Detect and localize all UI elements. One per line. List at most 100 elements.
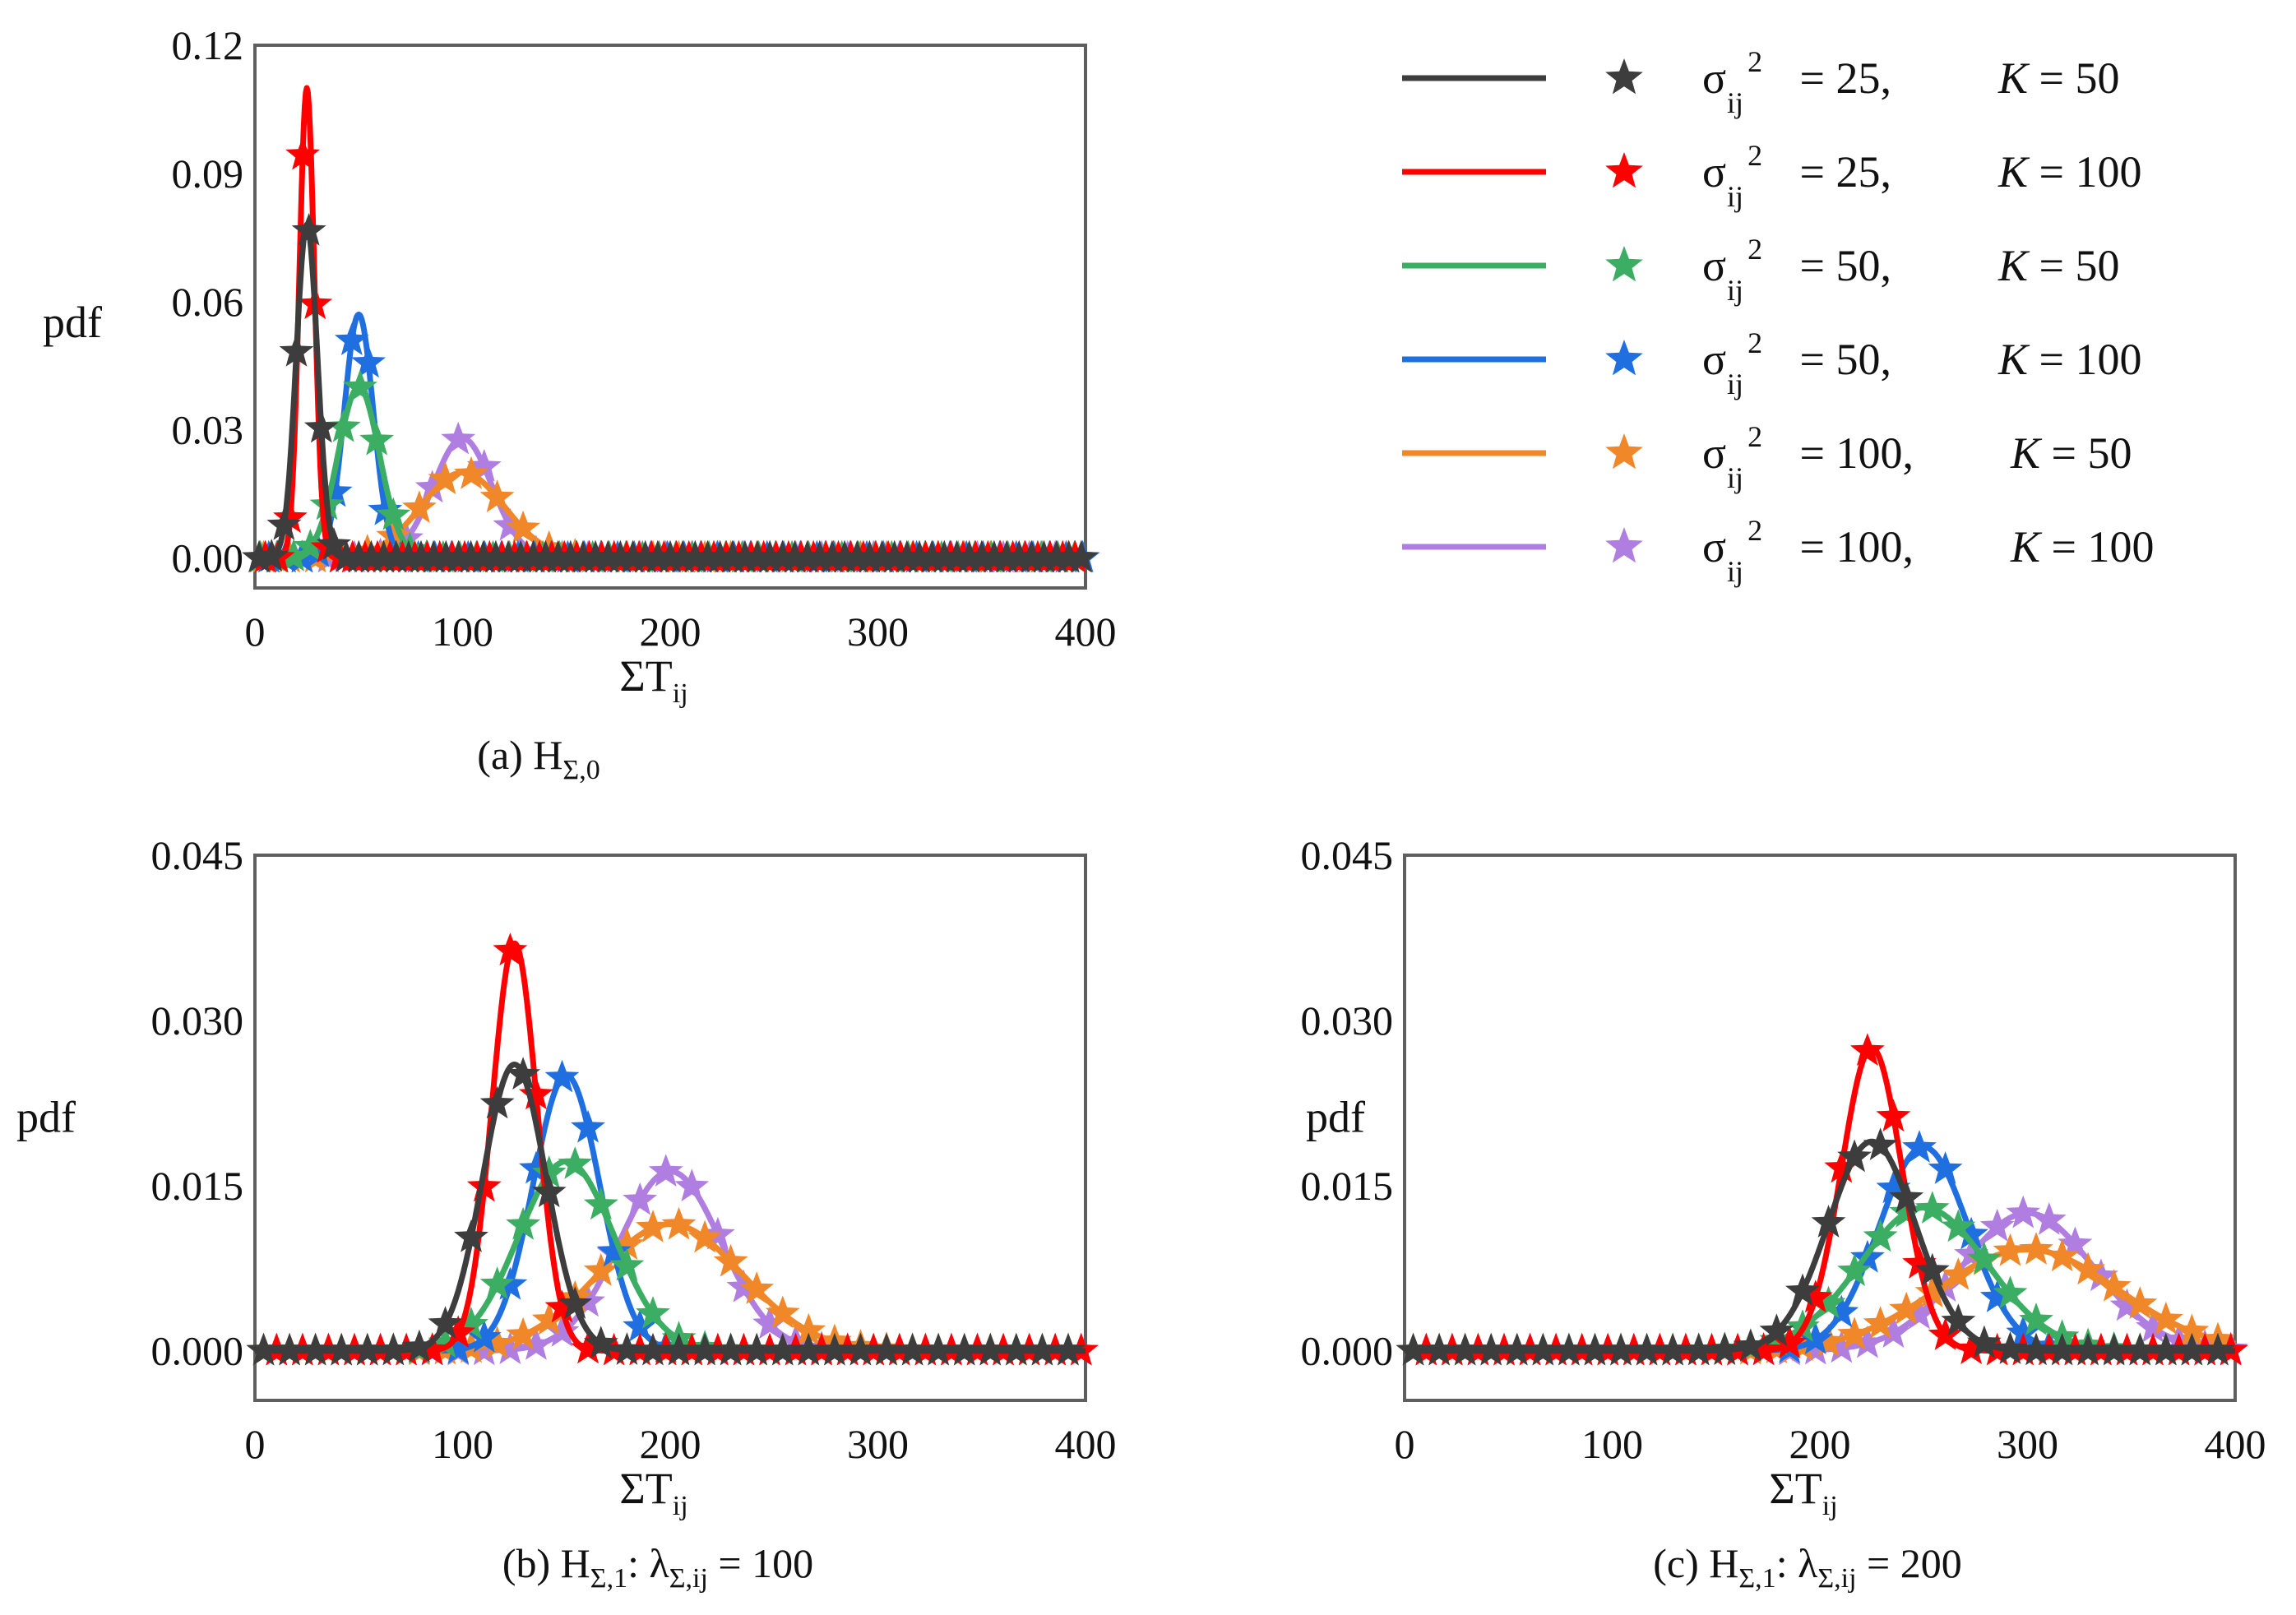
text-part: , xyxy=(1880,241,1891,290)
text-part: 2 xyxy=(1747,514,1762,547)
data-point-star xyxy=(441,421,476,455)
data-point-star xyxy=(1837,1139,1872,1173)
data-point-star xyxy=(1863,1306,1898,1339)
data-point-star xyxy=(272,1332,307,1366)
data-point-star xyxy=(2096,1269,2132,1302)
x-tick-label: 100 xyxy=(432,1421,493,1467)
data-point-star xyxy=(713,1243,748,1277)
data-point-star xyxy=(441,539,476,573)
data-point-star xyxy=(947,1332,982,1366)
data-point-star xyxy=(544,1289,580,1323)
text-part: , xyxy=(1880,335,1891,384)
data-point-star xyxy=(623,1182,658,1215)
legend-entry-1: σ 2 ij = 25, K = 50 xyxy=(1402,45,2120,119)
text-part: σ xyxy=(1702,147,1726,197)
text-part: = xyxy=(2040,522,2087,571)
data-point-star xyxy=(571,1330,605,1364)
data-point-star xyxy=(2148,1301,2183,1335)
data-point-star xyxy=(927,539,962,573)
y-axis-label: pdf xyxy=(1306,1093,1365,1142)
data-point-star xyxy=(1577,1332,1613,1366)
series-1 xyxy=(246,1057,1088,1366)
data-point-star xyxy=(317,526,351,560)
text-part: = 200 xyxy=(1857,1540,1962,1586)
series-line xyxy=(252,1072,1088,1354)
data-point-star xyxy=(1993,1233,2028,1266)
data-point-star xyxy=(1811,1205,1846,1238)
text-part: K xyxy=(1997,147,2030,197)
data-point-star xyxy=(1525,1332,1561,1366)
series-1 xyxy=(1396,1127,2238,1366)
data-point-star xyxy=(2174,1332,2210,1366)
data-point-star xyxy=(414,470,450,503)
data-point-star xyxy=(1941,1209,1976,1242)
text-part: 50 xyxy=(1835,241,1880,290)
data-point-star xyxy=(404,539,438,573)
text-part: Σ,ij xyxy=(669,1563,708,1594)
data-point-star xyxy=(531,1302,567,1335)
data-point-star xyxy=(1914,1275,1950,1307)
y-tick-label: 0.045 xyxy=(1301,832,1394,878)
data-point-star xyxy=(466,1320,502,1353)
x-tick-label: 300 xyxy=(847,609,909,655)
data-point-star xyxy=(544,1313,580,1347)
text-part: , xyxy=(1902,428,1914,478)
x-axis-label: ΣTij xyxy=(619,651,687,709)
data-point-star xyxy=(441,1331,476,1364)
y-tick-label: 0.015 xyxy=(151,1163,244,1209)
data-point-star xyxy=(519,1150,553,1184)
data-point-star xyxy=(998,1332,1034,1366)
x-tick-label: 300 xyxy=(1997,1421,2058,1467)
data-point-star xyxy=(1863,1219,1898,1252)
text-part: = xyxy=(2028,53,2075,103)
legend-entry-2: σ 2 ij = 25, K = 100 xyxy=(1402,139,2142,213)
legend-label: σ 2 ij = 100, K = 100 xyxy=(1702,514,2155,588)
data-point-star xyxy=(479,479,515,512)
chart-panel-1: 0 100 200 300 400 0.00 0.03 0.06 0.09 0.12 ΣTij pdf… xyxy=(43,22,1117,785)
data-point-star xyxy=(1604,1332,1638,1366)
data-point-star xyxy=(1914,1252,1950,1286)
y-tick-label: 0.12 xyxy=(172,22,244,68)
data-point-star xyxy=(2058,1226,2093,1260)
data-point-star xyxy=(402,1329,437,1363)
legend-entry-6: σ 2 ij = 100, K = 100 xyxy=(1402,514,2155,588)
data-point-star xyxy=(777,539,812,573)
data-point-star xyxy=(609,1247,645,1281)
data-point-star xyxy=(752,539,788,573)
data-point-star xyxy=(687,1332,722,1366)
legend-star-icon xyxy=(1605,340,1643,376)
x-tick-label: 0 xyxy=(245,1421,266,1467)
data-point-star xyxy=(441,1315,476,1349)
data-point-star xyxy=(1811,1285,1846,1319)
text-part: = xyxy=(1789,53,1835,103)
data-point-star xyxy=(678,539,713,573)
data-point-star xyxy=(623,1308,658,1342)
legend: σ 2 ij = 25, K = 50 σ 2 ij = 25, K = 100 σ 2 ij = … xyxy=(1402,45,2155,588)
data-point-star xyxy=(852,539,887,573)
data-point-star xyxy=(2148,1332,2183,1366)
data-point-star xyxy=(1837,1317,1872,1349)
text-part: 50 xyxy=(2076,241,2120,290)
data-point-star xyxy=(354,539,389,573)
legend-label: σ 2 ij = 50, K = 50 xyxy=(1702,233,2120,307)
data-point-star xyxy=(391,539,426,573)
data-point-star xyxy=(590,539,626,573)
data-point-star xyxy=(1002,539,1037,573)
text-part: σ xyxy=(1702,335,1726,384)
data-point-star xyxy=(702,539,738,573)
plot-frame xyxy=(253,44,1087,590)
data-point-star xyxy=(2174,1313,2210,1347)
data-point-star xyxy=(1759,1313,1794,1346)
y-tick-label: 0.00 xyxy=(172,535,244,581)
data-point-star xyxy=(531,1174,567,1208)
data-point-star xyxy=(428,1325,463,1358)
legend-entry-5: σ 2 ij = 100, K = 50 xyxy=(1402,420,2132,494)
series-line xyxy=(252,1062,1088,1354)
text-part: 25 xyxy=(1835,53,1880,103)
data-point-star xyxy=(506,1057,541,1090)
data-point-star xyxy=(493,1266,528,1300)
legend-star-icon xyxy=(1605,527,1643,563)
data-point-star xyxy=(341,539,377,573)
series-line xyxy=(252,1158,1088,1354)
series-line xyxy=(252,940,1088,1354)
